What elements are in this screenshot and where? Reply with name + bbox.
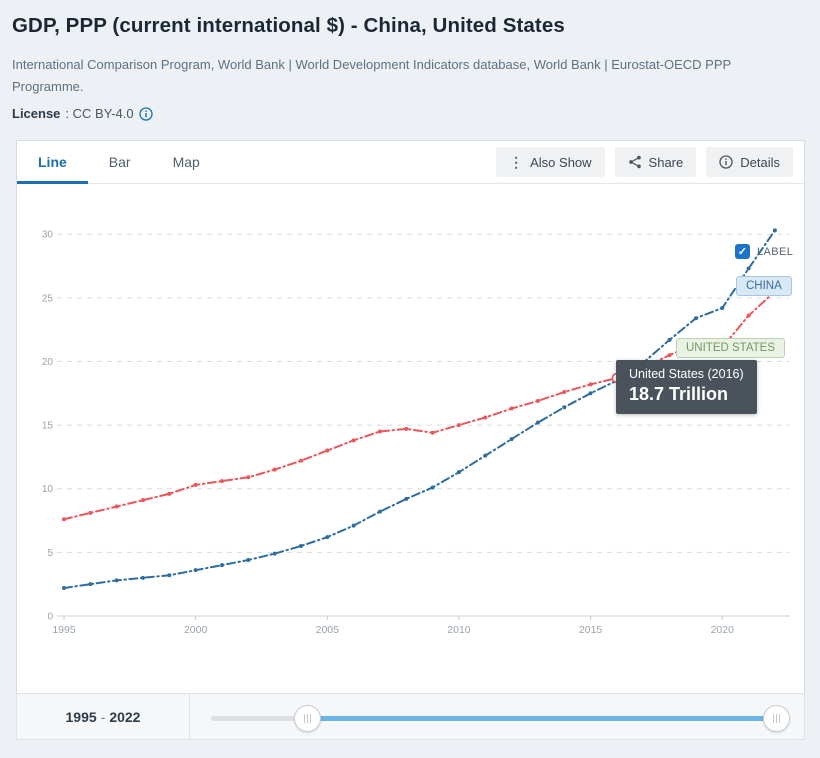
range-separator: - [100,708,106,725]
y-tick-label: 10 [42,484,54,495]
also-show-button[interactable]: ⋮ Also Show [496,147,605,177]
license-info-icon[interactable] [138,106,153,121]
slider-handle-end[interactable] [763,705,790,732]
tab-bar: Line Bar Map ⋮ Also Show [17,141,804,184]
range-start-year: 1995 [65,708,97,725]
page-header: GDP, PPP (current international $) - Chi… [12,14,808,121]
y-tick-label: 20 [42,357,54,368]
page-title: GDP, PPP (current international $) - Chi… [12,14,565,37]
label-checkbox-text: LABEL [757,245,794,258]
slider-handle-start[interactable] [294,705,321,732]
series-china [62,228,777,591]
tab-map[interactable]: Map [152,141,221,183]
share-label: Share [648,154,684,170]
tab-map-label: Map [172,154,200,170]
china-series-tag: CHINA [736,276,792,296]
x-axis-labels: 1995 2000 2005 2010 2015 2020 [52,616,734,636]
toolbar: ⋮ Also Show Share [496,141,804,183]
label-checkbox[interactable]: ✓ [735,244,750,259]
x-tick-label: 2005 [316,624,340,636]
united-states-series-tag: UNITED STATES [676,338,786,358]
range-end-year: 2022 [109,708,141,725]
time-range-panel: 1995 - 2022 [16,693,805,740]
info-icon [719,155,733,169]
y-tick-label: 25 [42,293,54,304]
tab-bar-chart[interactable]: Bar [88,141,152,183]
time-range-slider[interactable] [190,694,804,739]
chart-card: Line Bar Map ⋮ Also Show [16,140,805,693]
label-toggle: ✓ LABEL [735,244,793,259]
tooltip-title: United States (2016) [629,367,744,381]
time-range-label: 1995 - 2022 [17,694,190,739]
license-label: License [12,106,61,121]
y-tick-label: 0 [47,612,53,623]
x-tick-label: 2015 [579,624,603,636]
share-button[interactable]: Share [614,147,697,177]
tooltip-value: 18.7 Trillion [629,384,729,404]
tab-line[interactable]: Line [17,141,88,184]
license-line: License : CC BY-4.0 [12,106,808,121]
datapoint-tooltip: United States (2016) 18.7 Trillion [616,360,757,414]
kebab-icon: ⋮ [509,154,524,170]
y-tick-label: 15 [42,421,54,432]
grid-lines [57,233,790,617]
source-attribution: International Comparison Program, World … [12,57,731,94]
also-show-label: Also Show [530,154,592,170]
tab-line-label: Line [38,154,67,170]
x-tick-label: 2010 [447,624,471,636]
tab-bar-label: Bar [108,154,131,170]
y-axis-labels: 0 5 10 15 20 25 30 [42,230,54,623]
license-value: : CC BY-4.0 [65,106,134,121]
details-label: Details [740,154,780,170]
x-tick-label: 1995 [52,624,76,636]
y-tick-label: 5 [47,548,53,559]
share-icon [628,155,642,169]
line-chart[interactable]: 0 5 10 15 20 25 30 1995 2000 2005 2010 2015 2020 [17,184,804,693]
chart-area: 0 5 10 15 20 25 30 1995 2000 2005 2010 2015 2020 ✓ L… [17,184,804,693]
x-tick-label: 2020 [711,624,735,636]
x-tick-label: 2000 [184,624,208,636]
y-tick-label: 30 [42,230,54,241]
details-button[interactable]: Details [706,147,793,177]
slider-selected-range[interactable] [308,716,776,721]
